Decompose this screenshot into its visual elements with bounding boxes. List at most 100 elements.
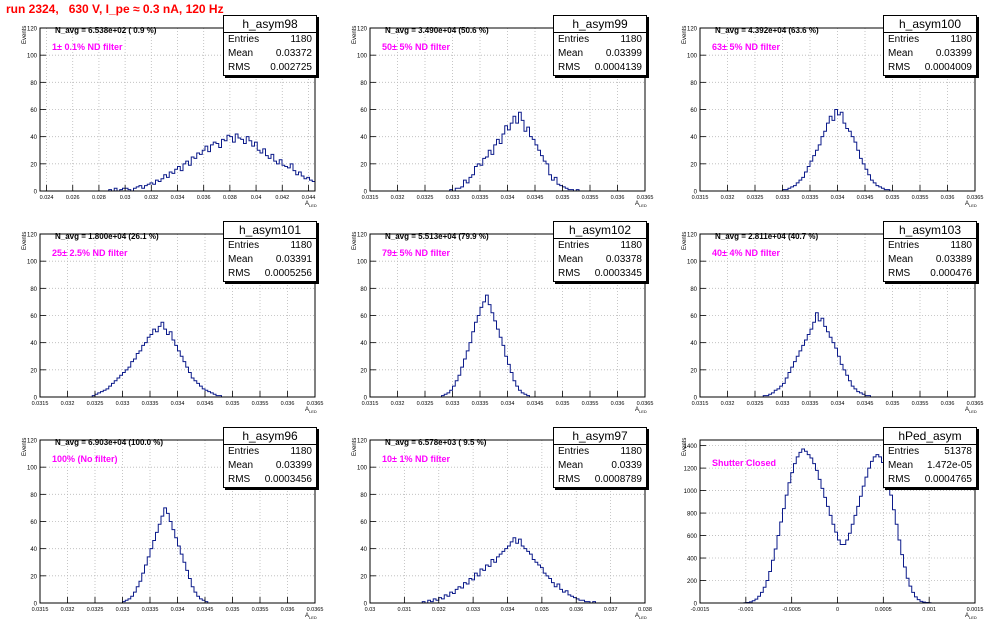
y-tick-label: 20 — [360, 368, 367, 374]
y-tick-label: 0 — [364, 396, 368, 402]
stats-label: Mean — [888, 48, 914, 59]
y-tick-label: 100 — [27, 466, 38, 472]
y-tick-label: 20 — [690, 368, 697, 374]
x-tick-label: 0.032 — [432, 607, 446, 613]
y-tick-label: 0 — [694, 396, 698, 402]
y-tick-label: 60 — [360, 520, 367, 526]
y-tick-label: 120 — [27, 233, 38, 239]
histogram-series — [370, 537, 645, 604]
stats-box: h_asym98 Entries 1180 Mean 0.03372 RMS 0.00272… — [223, 15, 317, 76]
stats-label: Entries — [558, 34, 590, 45]
stats-value: 1180 — [290, 240, 312, 251]
n-avg-label: N_avg = 3.490e+04 (50.6 %) — [385, 26, 489, 35]
x-tick-label: 0.0335 — [802, 401, 819, 407]
y-axis-label: Events — [22, 25, 28, 44]
x-tick-label: 0.038 — [638, 607, 652, 613]
y-tick-label: 40 — [360, 341, 367, 347]
stats-value: 0.03372 — [275, 48, 312, 59]
y-tick-label: 60 — [690, 108, 697, 114]
y-tick-label: 0 — [364, 190, 368, 196]
x-axis-label: ALED — [965, 201, 977, 208]
histogram-plot: 0 20 40 60 80 100 120 0.0315 0.032 0.0325 0.033 0.0… — [27, 439, 323, 614]
x-axis-label-main: A — [305, 613, 310, 619]
stats-label: RMS — [228, 268, 251, 279]
stats-value: 1180 — [290, 34, 312, 45]
x-axis-label-sub: LED — [309, 203, 317, 209]
x-tick-label: 0.036 — [197, 195, 211, 201]
x-tick-label: 0.034 — [831, 401, 845, 407]
y-tick-label: 20 — [360, 162, 367, 168]
y-axis-label: Events — [352, 437, 358, 456]
x-tick-label: 0.033 — [116, 401, 130, 407]
n-avg-label: N_avg = 2.811e+04 (40.7 %) — [715, 232, 819, 241]
n-avg-label: N_avg = 5.513e+04 (79.9 %) — [385, 232, 489, 241]
stats-label: Mean — [558, 460, 584, 471]
stats-value: 0.0005256 — [264, 268, 312, 279]
x-tick-label: 0.028 — [92, 195, 106, 201]
stats-label: RMS — [888, 474, 911, 485]
x-axis-label: ALED — [965, 407, 977, 414]
stats-value: 0.03391 — [275, 254, 312, 265]
stats-label: Mean — [558, 48, 584, 59]
y-tick-label: 60 — [690, 314, 697, 320]
stats-box: h_asym102 Entries 1180 Mean 0.03378 RMS 0.0003… — [553, 221, 647, 282]
x-tick-label: 0.0365 — [967, 195, 984, 201]
x-tick-label: 0.036 — [281, 401, 295, 407]
stats-value: 0.000476 — [930, 268, 972, 279]
stats-label: RMS — [888, 268, 911, 279]
x-tick-label: 0.036 — [611, 401, 625, 407]
y-tick-label: 0 — [34, 602, 38, 608]
x-tick-label: 0.042 — [275, 195, 289, 201]
stats-row-mean: Mean 0.03399 — [884, 47, 976, 61]
stats-box: h_asym101 Entries 1180 Mean 0.03391 RMS 0.0005… — [223, 221, 317, 282]
x-axis-label-main: A — [965, 613, 970, 619]
x-tick-label: 0.03 — [120, 195, 131, 201]
x-tick-label: 0.0325 — [417, 401, 434, 407]
histogram-name: h_asym103 — [884, 222, 976, 239]
x-tick-label: 0.0345 — [197, 607, 214, 613]
x-tick-label: 0.0355 — [912, 195, 929, 201]
x-tick-label: 0.036 — [941, 401, 955, 407]
x-tick-label: 0.0315 — [32, 401, 49, 407]
stats-row-entries: Entries 1180 — [554, 239, 646, 253]
y-tick-label: 80 — [360, 493, 367, 499]
y-tick-label: 20 — [30, 574, 37, 580]
stats-row-rms: RMS 0.0005256 — [224, 267, 316, 281]
x-axis-label: ALED — [305, 407, 317, 414]
x-tick-label: 0.0335 — [472, 195, 489, 201]
stats-value: 1180 — [950, 240, 972, 251]
x-tick-label: 0.036 — [611, 195, 625, 201]
filter-annotation: 10± 1% ND filter — [382, 454, 450, 464]
histogram-panel-h_asym100: 0 20 40 60 80 100 120 0.0315 0.032 0.0325 0.033 0.0… — [660, 15, 983, 224]
x-tick-label: 0.0355 — [252, 607, 269, 613]
x-tick-label: 0.0325 — [417, 195, 434, 201]
histogram-panel-h_asym98: 0 20 40 60 80 100 120 0.024 0.026 0.028 0.03 0.032 0… — [0, 15, 320, 224]
histogram-plot: 0 20 40 60 80 100 120 0.0315 0.032 0.0325 0.033 0.0… — [357, 233, 653, 408]
x-axis-label-main: A — [965, 407, 970, 413]
histogram-panel-h_asym96: 0 20 40 60 80 100 120 0.0315 0.032 0.0325 0.033 0.0… — [0, 427, 323, 636]
y-axis-label: Events — [22, 437, 28, 456]
y-tick-label: 100 — [27, 260, 38, 266]
filter-annotation: Shutter Closed — [712, 458, 777, 468]
x-tick-label: 0.033 — [116, 607, 130, 613]
histogram-panel-h_asym99: 0 20 40 60 80 100 120 0.0315 0.032 0.0325 0.033 0.0… — [330, 15, 653, 224]
stats-row-entries: Entries 1180 — [554, 33, 646, 47]
stats-label: Mean — [228, 254, 254, 265]
stats-value: 51378 — [944, 446, 972, 457]
y-tick-label: 120 — [357, 27, 368, 33]
x-tick-label: 0.0335 — [142, 607, 159, 613]
histogram-name: h_asym101 — [224, 222, 316, 239]
y-tick-label: 20 — [690, 162, 697, 168]
x-tick-label: 0.0365 — [967, 401, 984, 407]
x-tick-label: 0.032 — [391, 195, 405, 201]
stats-value: 0.0339 — [611, 460, 642, 471]
stats-row-mean: Mean 1.472e-05 — [884, 459, 976, 473]
y-tick-label: 0 — [364, 602, 368, 608]
x-tick-label: 0.0335 — [472, 401, 489, 407]
filter-annotation: 100% (No filter) — [52, 454, 118, 464]
stats-row-rms: RMS 0.000476 — [884, 267, 976, 281]
y-tick-label: 60 — [360, 108, 367, 114]
n-avg-label: N_avg = 6.538e+02 ( 0.9 %) — [55, 26, 157, 35]
n-avg-label: N_avg = 4.392e+04 (63.6 %) — [715, 26, 819, 35]
x-tick-label: 0.035 — [556, 401, 570, 407]
